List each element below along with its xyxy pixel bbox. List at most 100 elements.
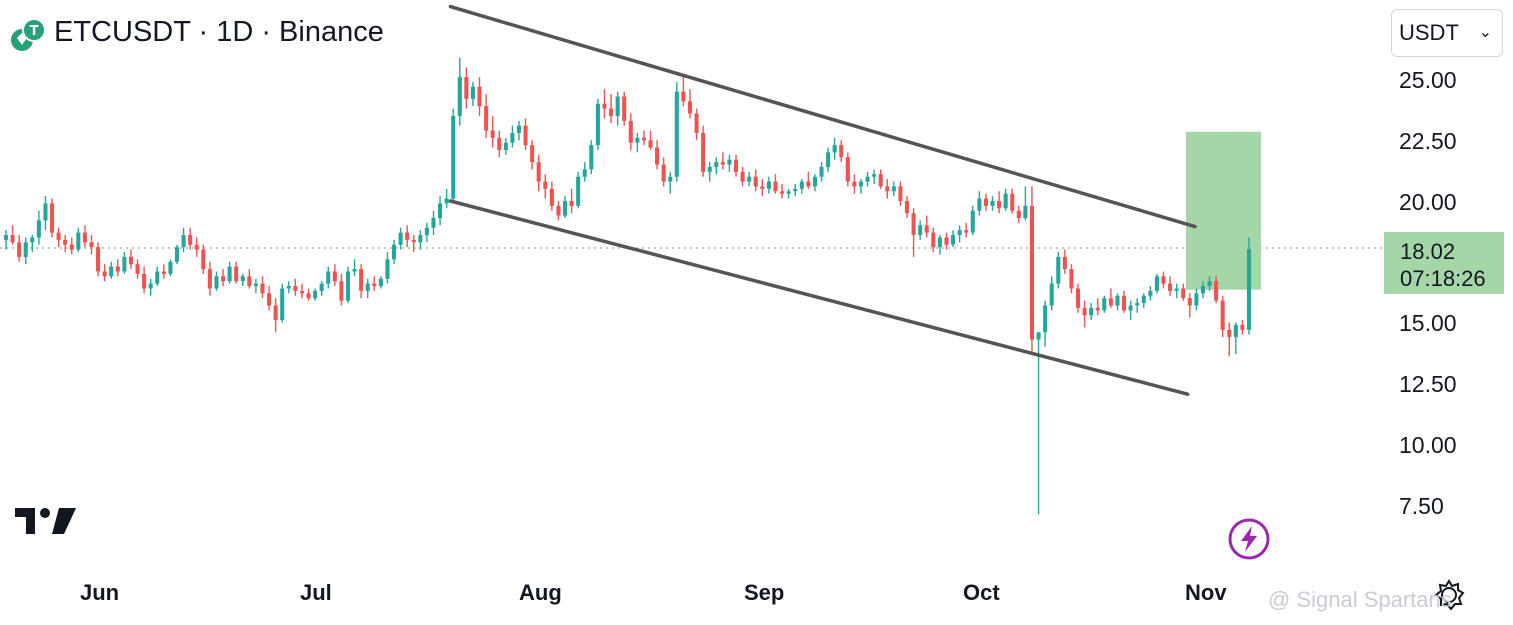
candle-body	[872, 174, 877, 177]
candle-body	[1062, 256, 1067, 270]
candle-body	[457, 77, 462, 116]
candle-body	[36, 220, 41, 238]
candle-body	[576, 176, 581, 206]
candle-body	[3, 235, 9, 240]
symbol-title[interactable]: ETCUSDT · 1D · Binance	[54, 16, 384, 48]
lightning-bolt-icon[interactable]	[1228, 518, 1270, 565]
candle-body	[852, 181, 857, 187]
candle-body	[391, 244, 397, 260]
candle-body	[918, 225, 923, 236]
candle-body	[1174, 288, 1179, 291]
candle-body	[1056, 256, 1061, 284]
candle-body	[687, 101, 693, 114]
candle-body	[997, 201, 1002, 209]
candle-body	[773, 181, 778, 192]
candle-body	[714, 162, 719, 167]
candle-body	[964, 230, 969, 233]
candle-body	[1089, 307, 1094, 316]
channel-upper-trendline	[448, 4, 1197, 229]
price-label: 20.00	[1399, 189, 1457, 215]
candle-body	[819, 166, 824, 177]
candle-body	[543, 181, 548, 189]
time-label: Jun	[80, 580, 120, 605]
tradingview-logo-icon[interactable]	[15, 506, 77, 541]
candle-body	[1187, 298, 1192, 306]
candle-body	[43, 203, 48, 221]
candle-body	[365, 283, 370, 291]
currency-select[interactable]: USDT ⌄	[1391, 9, 1503, 57]
candle-body	[990, 201, 995, 206]
candle-body	[931, 232, 936, 248]
candle-body	[1148, 290, 1153, 296]
candle-body	[109, 266, 114, 277]
candle-body	[1141, 295, 1146, 304]
candle-body	[707, 166, 712, 172]
candle-body	[733, 159, 739, 172]
candle-body	[161, 271, 166, 274]
price-label: 7.50	[1399, 493, 1444, 519]
candle-body	[313, 290, 318, 299]
time-label: Nov	[1185, 580, 1227, 605]
candle-body	[174, 247, 180, 262]
candle-body	[839, 145, 844, 158]
candle-body	[1227, 329, 1232, 338]
candle-body	[793, 188, 798, 192]
candle-body	[1010, 193, 1015, 211]
candle-body	[747, 176, 752, 182]
candle-body	[332, 271, 337, 282]
candle-body	[405, 232, 410, 240]
candle-body	[345, 271, 351, 301]
candle-body	[1108, 298, 1113, 306]
candle-body	[753, 176, 758, 187]
current-price-tag: 18.02 07:18:26	[1384, 232, 1504, 294]
candle-body	[951, 235, 956, 245]
candle-body	[148, 283, 153, 289]
candle-body	[352, 269, 357, 272]
candle-body	[247, 276, 252, 287]
candle-body	[609, 108, 614, 116]
candle-body	[786, 191, 791, 194]
candle-body	[562, 201, 568, 216]
candle-body	[319, 283, 324, 291]
candle-body	[82, 232, 87, 243]
candle-body	[694, 113, 699, 133]
candle-body	[122, 256, 127, 272]
candle-body	[1168, 283, 1173, 291]
candle-body	[1122, 295, 1127, 311]
candle-body	[865, 176, 870, 182]
candle-body	[878, 174, 883, 187]
candle-body	[293, 286, 298, 291]
price-label: 10.00	[1399, 432, 1457, 458]
candle-body	[155, 271, 160, 284]
candle-body	[727, 159, 732, 165]
candle-body	[569, 201, 574, 206]
candle-body	[464, 77, 469, 99]
candle-body	[812, 176, 817, 187]
price-label: 25.00	[1399, 67, 1457, 93]
candle-body	[142, 273, 147, 289]
candle-body	[799, 181, 804, 189]
candle-body	[444, 198, 449, 204]
candle-body	[76, 232, 81, 250]
candle-body	[641, 137, 646, 141]
candle-body	[826, 152, 831, 167]
candle-body	[286, 286, 291, 289]
candle-body	[299, 290, 304, 294]
candle-body	[56, 232, 61, 240]
candle-body	[602, 103, 607, 109]
candle-body	[49, 203, 55, 233]
candle-body	[668, 176, 673, 182]
settings-icon[interactable]	[1432, 578, 1466, 617]
candle-body	[188, 235, 193, 245]
candle-body	[1181, 288, 1186, 299]
candle-body	[556, 205, 561, 216]
candle-body	[1154, 276, 1159, 291]
candle-body	[595, 103, 600, 146]
candle-body	[549, 188, 554, 206]
candle-body	[977, 198, 982, 211]
candle-body	[530, 145, 535, 163]
candle-body	[589, 145, 594, 170]
candle-body	[260, 283, 265, 294]
candle-body	[306, 293, 311, 299]
